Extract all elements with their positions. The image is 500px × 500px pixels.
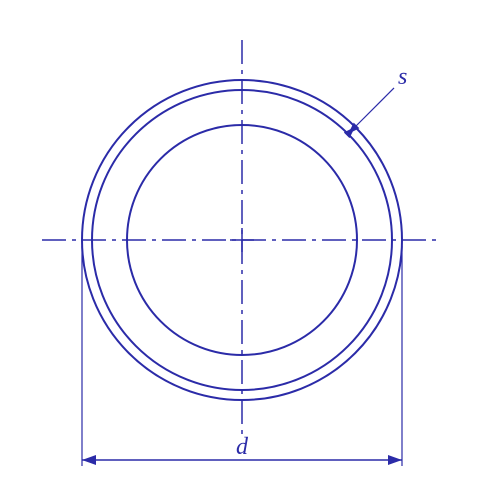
dim-s-leader [355,88,394,127]
dim-s-label: s [398,64,407,90]
dim-d-label: d [236,434,249,460]
pipe-cross-section-diagram: ds [0,0,500,500]
dim-s-line [348,127,355,134]
